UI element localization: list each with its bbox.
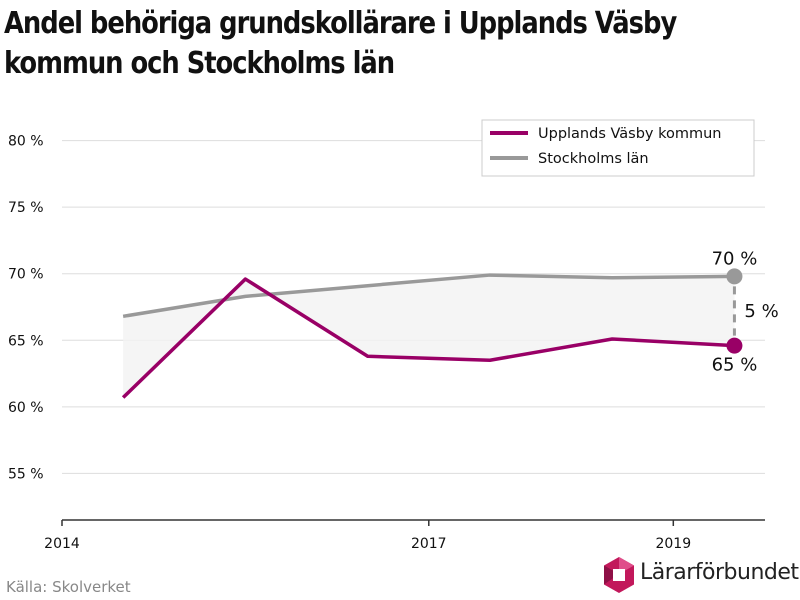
upplands-vasby-end-point [726, 337, 743, 354]
y-tick-label: 60 % [8, 400, 44, 416]
legend-box [481, 119, 755, 177]
y-tick-label: 70 % [8, 267, 44, 283]
legend: Upplands Väsby kommun Stockholms län [481, 119, 755, 177]
source-note: Källa: Skolverket [6, 578, 131, 596]
stockholms-lan-end-point [726, 268, 743, 285]
y-tick-label: 80 % [8, 134, 44, 150]
upplands-vasby-end-label: 65 % [712, 355, 758, 376]
chart-title: Andel behöriga grundskollärare i Uppland… [4, 4, 683, 84]
legend-label: Stockholms län [538, 151, 649, 167]
legend-label: Upplands Väsby kommun [538, 126, 722, 142]
chart-title-line-1: Andel behöriga grundskollärare i Uppland… [4, 6, 677, 41]
x-tick-label: 2017 [411, 536, 447, 552]
gap-area [123, 275, 735, 398]
end-markers: 70 % 65 % 5 % [712, 248, 779, 375]
x-tick-label: 2014 [44, 536, 80, 552]
series-lines [121, 273, 735, 399]
brand-logo-icon [604, 557, 634, 593]
y-tick-label: 55 % [8, 466, 44, 482]
x-tick-label: 2019 [655, 536, 691, 552]
y-tick-label: 75 % [8, 200, 44, 216]
x-axis: 2014 2017 2019 [44, 519, 765, 552]
stockholms-lan-end-label: 70 % [712, 248, 758, 269]
y-axis: 55 % 60 % 65 % 70 % 75 % 80 % [8, 134, 44, 483]
brand-name: Lärarförbundet [640, 560, 799, 585]
difference-label: 5 % [744, 301, 778, 322]
y-tick-label: 65 % [8, 333, 44, 349]
chart-title-line-2: kommun och Stockholms län [4, 46, 395, 81]
series-line-upplands-vasby [121, 277, 735, 399]
